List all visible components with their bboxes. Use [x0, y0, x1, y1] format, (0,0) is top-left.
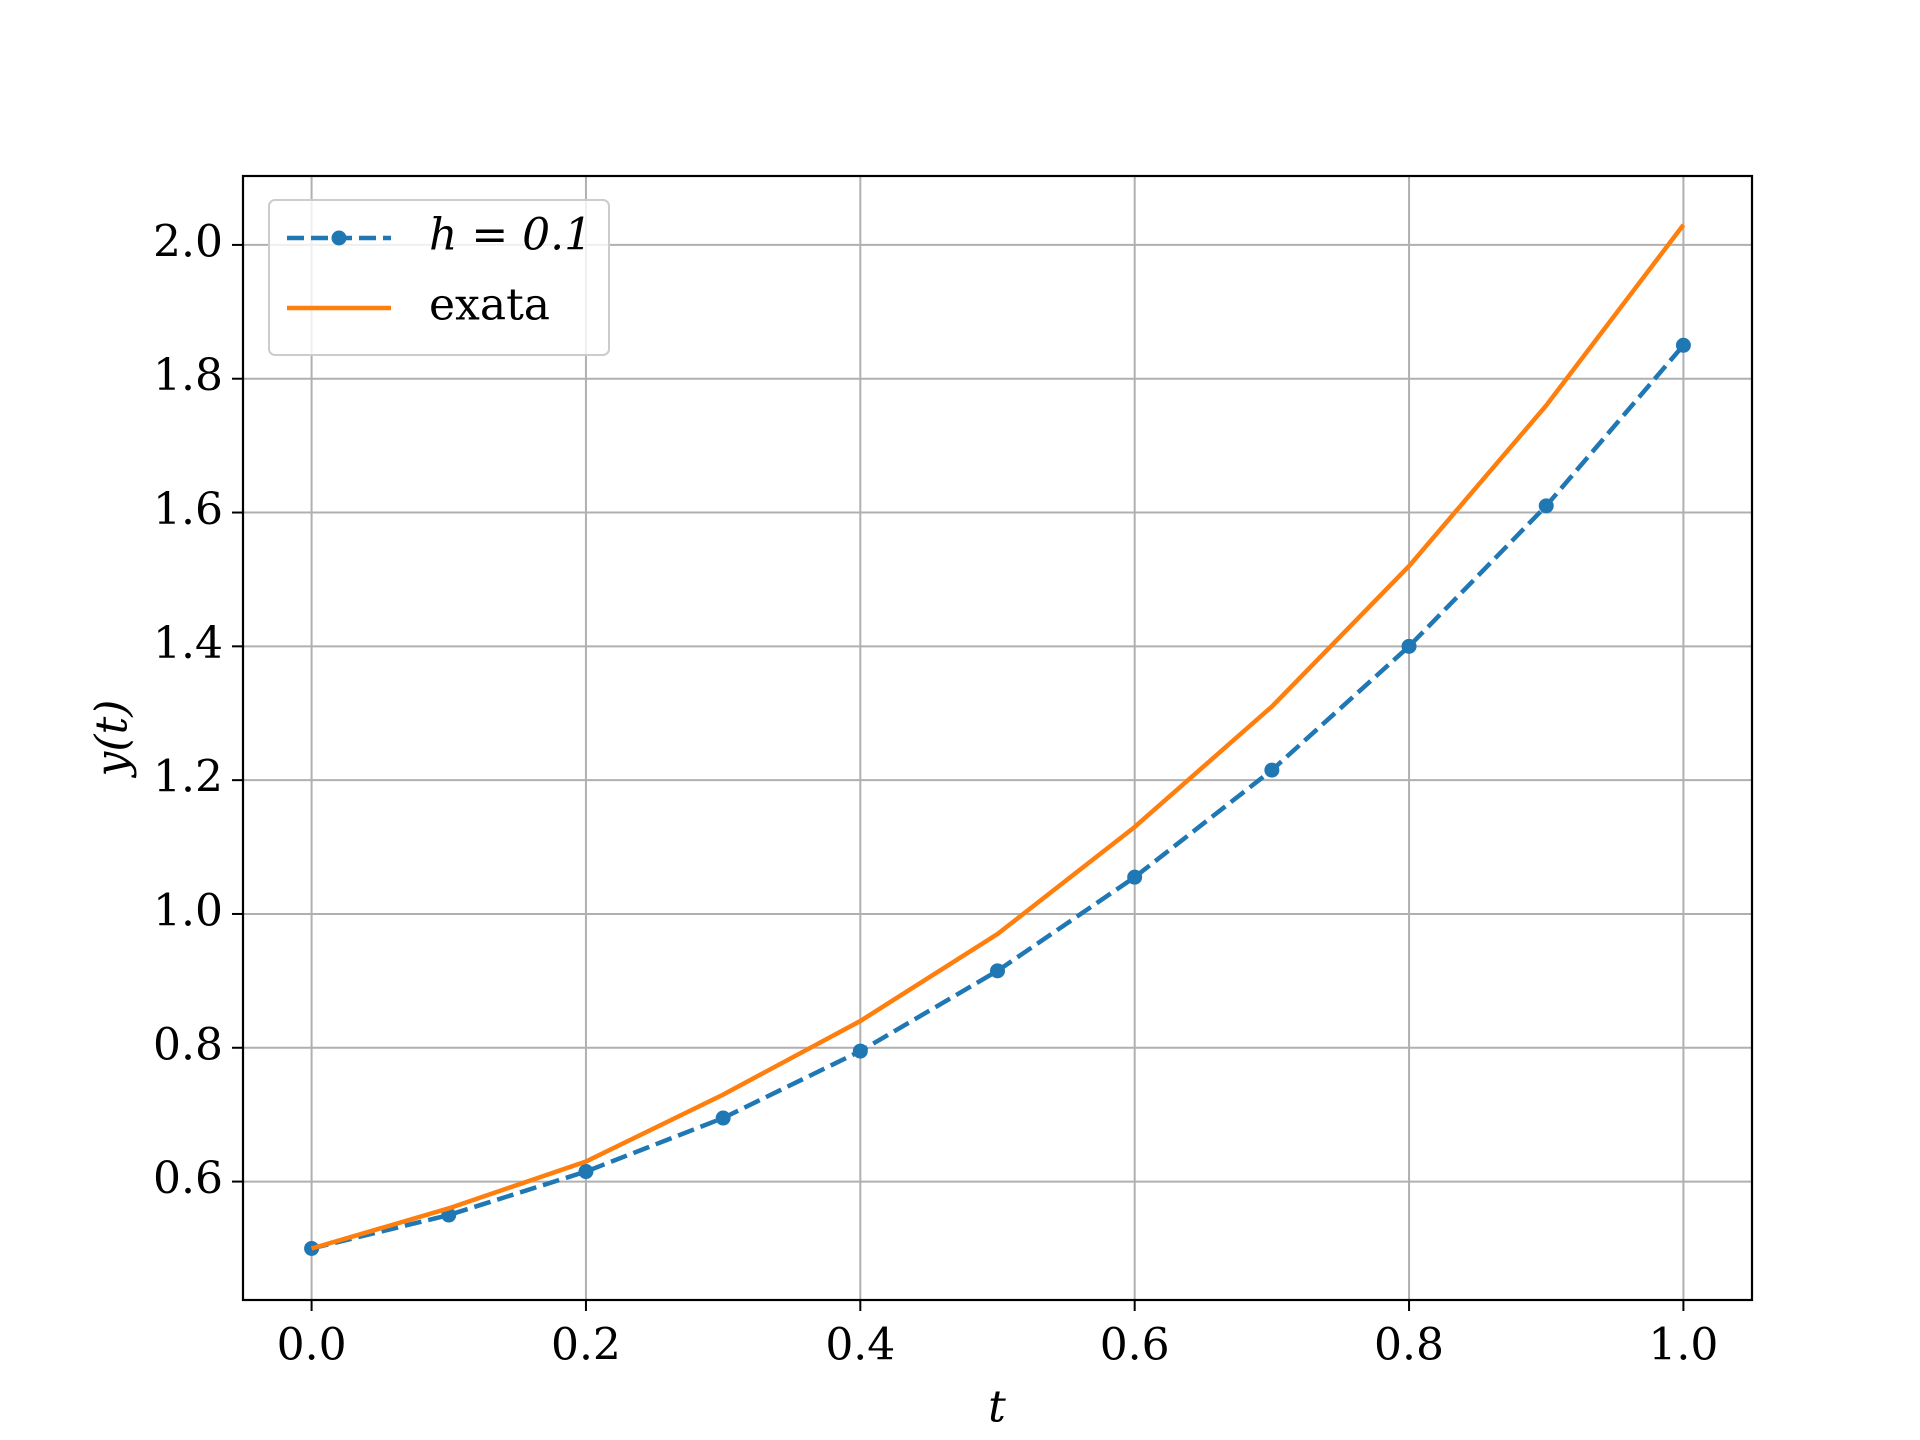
y-tick-label: 2.0 [153, 216, 223, 267]
x-tick-label: 0.2 [551, 1320, 621, 1371]
series-line [310, 223, 1686, 1251]
y-tick-label: 0.6 [153, 1153, 223, 1204]
y-tick-label: 0.8 [153, 1019, 223, 1070]
x-tick-label: 0.8 [1374, 1320, 1444, 1371]
y-tick-label: 1.6 [153, 484, 223, 535]
legend-marker [331, 230, 347, 246]
legend-label: h = 0.1 [429, 210, 592, 261]
y-tick-label: 1.0 [153, 885, 223, 936]
x-tick-label: 1.0 [1648, 1320, 1718, 1371]
legend-box [268, 199, 610, 356]
y-axis-label: y(t) [87, 700, 138, 779]
y-tick-label: 1.8 [153, 350, 223, 401]
series-marker [578, 1164, 594, 1180]
series-marker [715, 1110, 731, 1126]
x-tick-label: 0.6 [1100, 1320, 1170, 1371]
plot-frame [241, 174, 1754, 1302]
series-marker [1264, 762, 1280, 778]
plot-area [304, 223, 1691, 1256]
series-marker [1675, 337, 1691, 353]
series-marker [1127, 869, 1143, 885]
series-marker [1538, 498, 1554, 514]
series-marker [990, 963, 1005, 979]
x-tick-label: 0.4 [825, 1320, 895, 1371]
legend-label: exata [429, 280, 550, 331]
y-tick-label: 1.2 [153, 752, 223, 803]
x-axis-label: t [988, 1382, 1006, 1433]
x-tick-label: 0.0 [277, 1320, 347, 1371]
series-line [311, 343, 1686, 1251]
y-tick-label: 1.4 [153, 618, 223, 669]
series-marker [852, 1043, 868, 1059]
series-marker [1401, 638, 1417, 654]
